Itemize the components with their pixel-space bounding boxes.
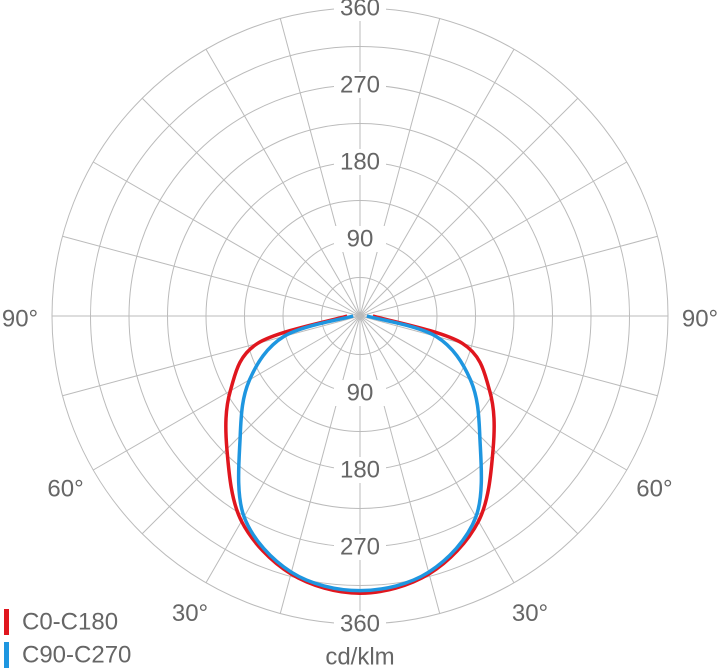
- r-tick-label: 360: [340, 610, 380, 637]
- angle-tick-label: 90°: [2, 305, 38, 332]
- tick-label-bg: [334, 611, 386, 637]
- unit-label: cd/klm: [325, 643, 394, 670]
- angle-tick-label: 90°: [682, 305, 718, 332]
- angle-tick-label: 60°: [636, 475, 672, 502]
- r-tick-label: 90: [347, 225, 374, 252]
- r-tick-label: 180: [340, 148, 380, 175]
- r-tick-label: 180: [340, 456, 380, 483]
- r-tick-label: 360: [340, 0, 380, 21]
- angle-tick-label: 30°: [172, 600, 208, 627]
- r-tick-label: 90: [347, 379, 374, 406]
- legend-swatch: [4, 609, 9, 635]
- grid-ring: [244, 200, 476, 432]
- tick-label-bg: [334, 0, 386, 21]
- legend-label: C90-C270: [22, 641, 131, 668]
- legend-swatch: [4, 642, 9, 668]
- tick-label-bg: [334, 72, 386, 98]
- r-tick-label: 270: [340, 71, 380, 98]
- intensity-curve: [236, 314, 484, 593]
- r-tick-label: 270: [340, 533, 380, 560]
- tick-label-bg: [334, 380, 386, 406]
- grid-ring: [321, 277, 399, 355]
- grid-ring: [167, 123, 553, 509]
- tick-label-bg: [334, 457, 386, 483]
- tick-label-bg: [334, 149, 386, 175]
- angle-tick-label: 30°: [512, 600, 548, 627]
- tick-label-bg: [334, 226, 386, 252]
- intensity-curve: [224, 314, 496, 595]
- grid-ring: [90, 46, 630, 586]
- angle-tick-label: 60°: [47, 475, 83, 502]
- tick-label-bg: [334, 534, 386, 560]
- legend-label: C0-C180: [22, 608, 118, 635]
